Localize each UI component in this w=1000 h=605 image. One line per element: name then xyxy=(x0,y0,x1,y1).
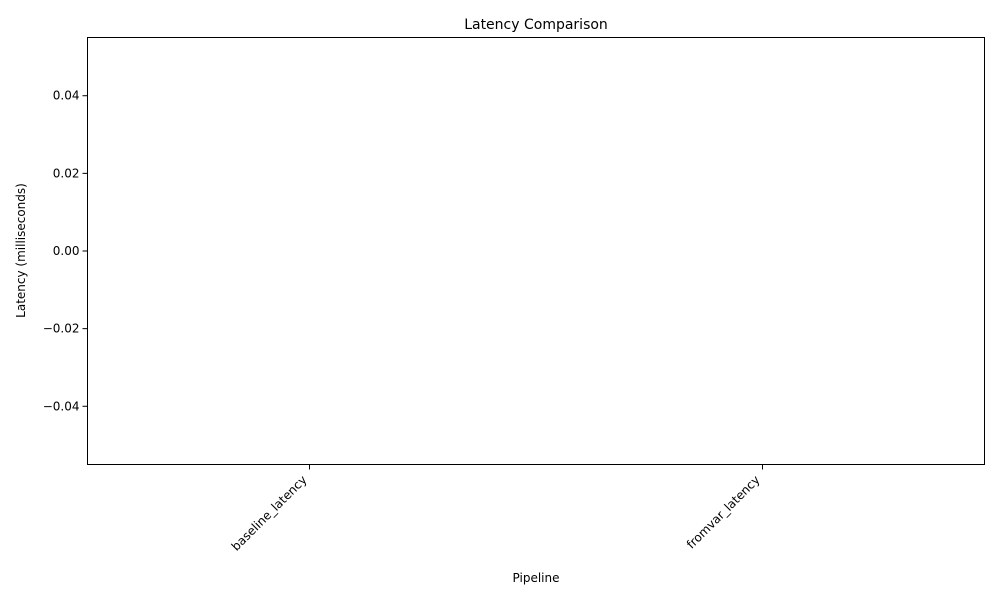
y-tick-label: 0.02 xyxy=(53,166,80,180)
y-axis-label: Latency (milliseconds) xyxy=(14,183,28,318)
y-tick-label: −0.04 xyxy=(43,399,80,413)
chart-title: Latency Comparison xyxy=(464,17,608,33)
y-tick-label: 0.04 xyxy=(53,89,80,103)
y-tick-label: −0.02 xyxy=(43,322,80,336)
y-axis: −0.04 −0.02 0.00 0.02 0.04 xyxy=(43,89,88,413)
y-tick-label: 0.00 xyxy=(53,244,80,258)
axes-frame xyxy=(87,37,985,465)
x-axis-label: Pipeline xyxy=(513,571,560,585)
